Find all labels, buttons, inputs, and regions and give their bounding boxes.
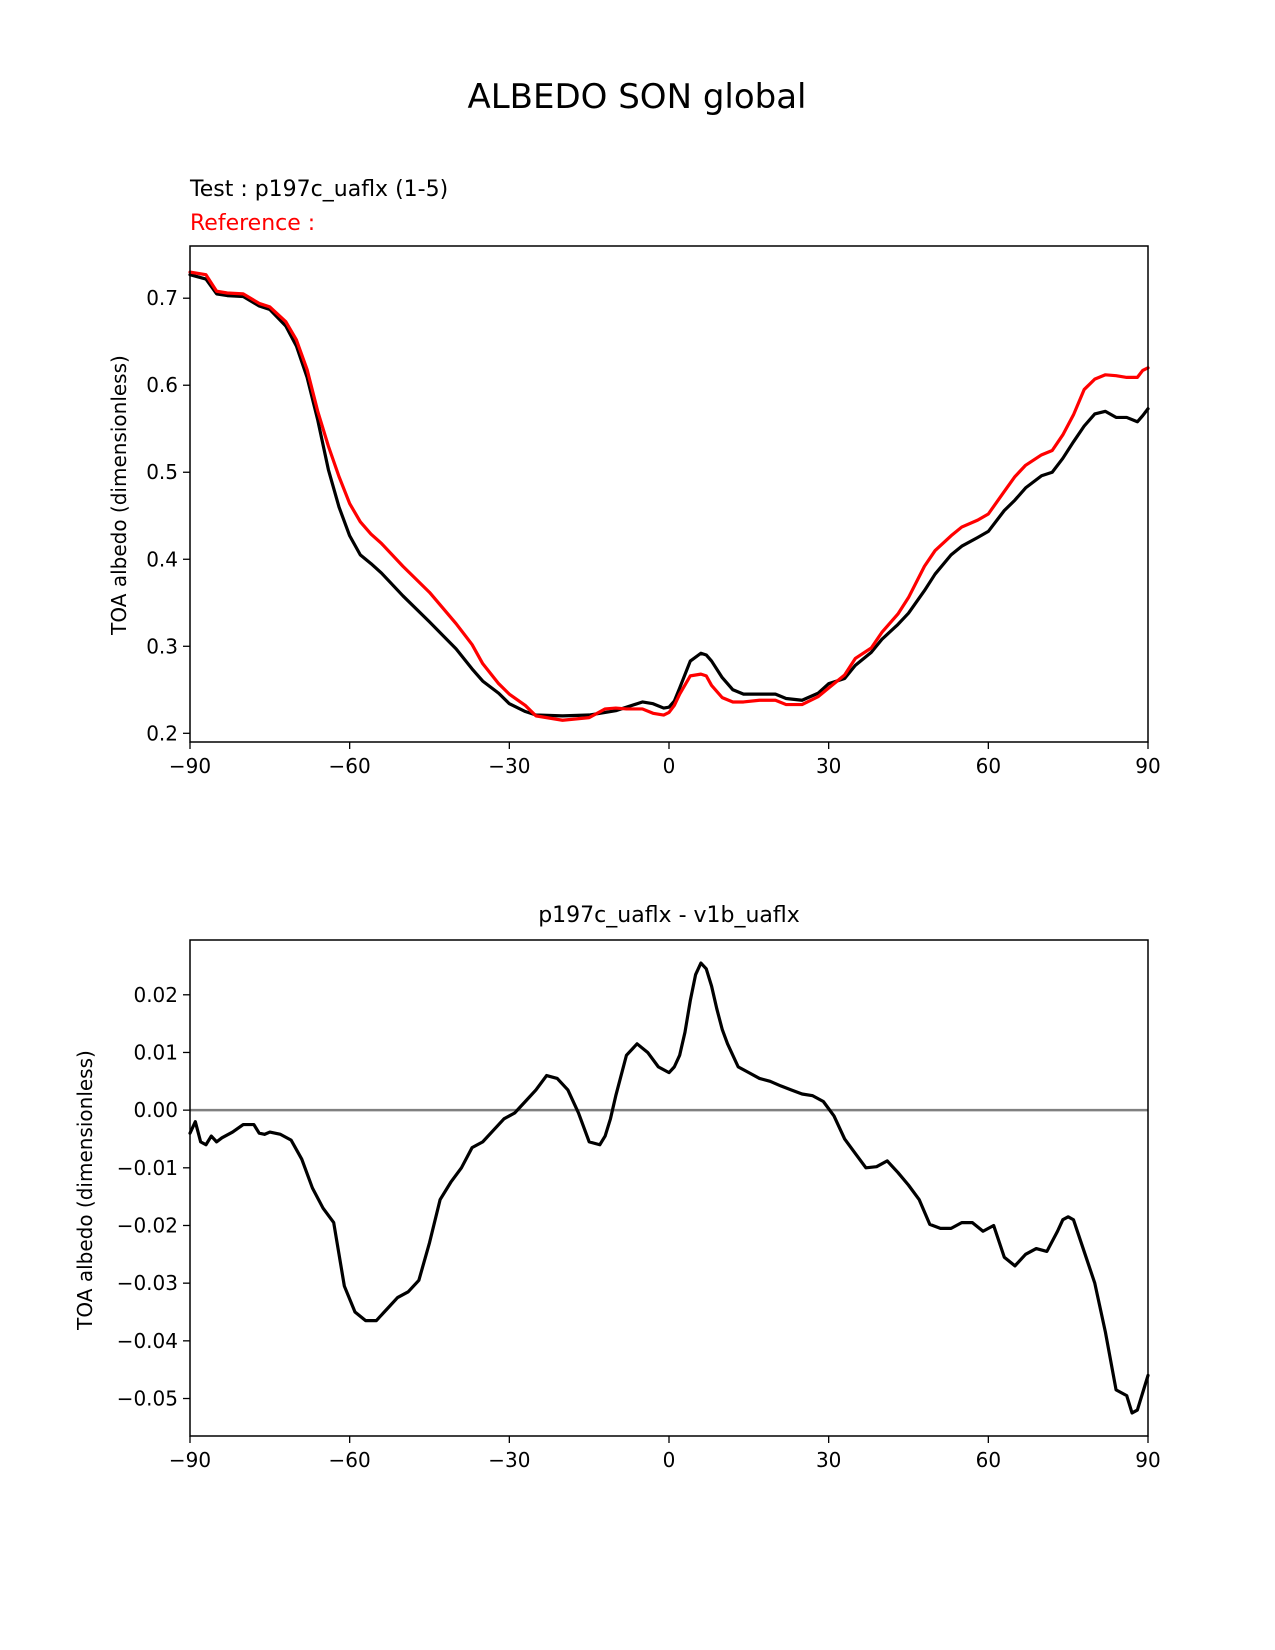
- chart1-xtick-label: 0: [663, 1448, 676, 1472]
- chart1-ytick-label: −0.05: [117, 1387, 178, 1411]
- chart1-ytick-label: −0.02: [117, 1213, 178, 1237]
- chart0-series-0-line: [188, 273, 1150, 718]
- bottom-panel-title: p197c_uaflx - v1b_uaflx: [538, 903, 800, 928]
- chart1-xtick-label: 30: [816, 1448, 841, 1472]
- top-panel-ylabel: TOA albedo (dimensionless): [107, 355, 131, 636]
- chart0-xtick-label: −90: [169, 754, 211, 778]
- chart1-xtick-label: −90: [169, 1448, 211, 1472]
- chart1-ytick-label: 0.00: [133, 1098, 178, 1122]
- chart1-xtick-label: 90: [1135, 1448, 1160, 1472]
- top-panel-reference-title: Reference :: [190, 211, 315, 236]
- chart0-xtick-label: 90: [1135, 754, 1160, 778]
- chart1-ytick-label: 0.02: [133, 983, 178, 1007]
- top-panel-plot-area: −90 −60 −30 0 30 60 90 0.2 0.3 0.4 0.5 0.6 0.7: [146, 245, 1161, 778]
- chart1-axes-frame: [189, 939, 1149, 1437]
- chart0-xtick-label: −30: [488, 754, 530, 778]
- chart0-ytick-label: 0.6: [146, 373, 178, 397]
- chart0-series-1-line: [188, 270, 1150, 722]
- chart1-series-0-line: [188, 961, 1150, 1415]
- chart0-ytick-label: 0.7: [146, 286, 178, 310]
- figure-suptitle: ALBEDO SON global: [467, 77, 806, 117]
- chart1-xtick-label: 60: [976, 1448, 1001, 1472]
- bottom-panel: p197c_uaflx - v1b_uaflx TOA albedo (dime…: [73, 903, 1161, 1472]
- chart0-xtick-label: −60: [329, 754, 371, 778]
- chart1-xtick-label: −30: [488, 1448, 530, 1472]
- chart0-ytick-label: 0.3: [146, 634, 178, 658]
- bottom-panel-plot-area: −90 −60 −30 0 30 60 90 0.02 0.01 0.00 −0.01 −0.02 −0…: [117, 939, 1161, 1472]
- chart1-ytick-label: −0.03: [117, 1271, 178, 1295]
- chart0-xtick-label: 30: [816, 754, 841, 778]
- top-panel-test-title: Test : p197c_uaflx (1-5): [189, 177, 448, 202]
- chart0-ytick-label: 0.2: [146, 721, 178, 745]
- chart0-ytick-label: 0.5: [146, 460, 178, 484]
- chart1-ytick-label: −0.01: [117, 1156, 178, 1180]
- bottom-panel-ylabel: TOA albedo (dimensionless): [73, 1050, 97, 1331]
- chart1-ytick-label: 0.01: [133, 1040, 178, 1064]
- chart1-xtick-label: −60: [329, 1448, 371, 1472]
- chart0-ytick-label: 0.4: [146, 547, 178, 571]
- chart0-xtick-label: 60: [976, 754, 1001, 778]
- chart0-xtick-label: 0: [663, 754, 676, 778]
- top-panel: Test : p197c_uaflx (1-5) Reference : TOA…: [107, 177, 1161, 778]
- chart1-ytick-label: −0.04: [117, 1329, 178, 1353]
